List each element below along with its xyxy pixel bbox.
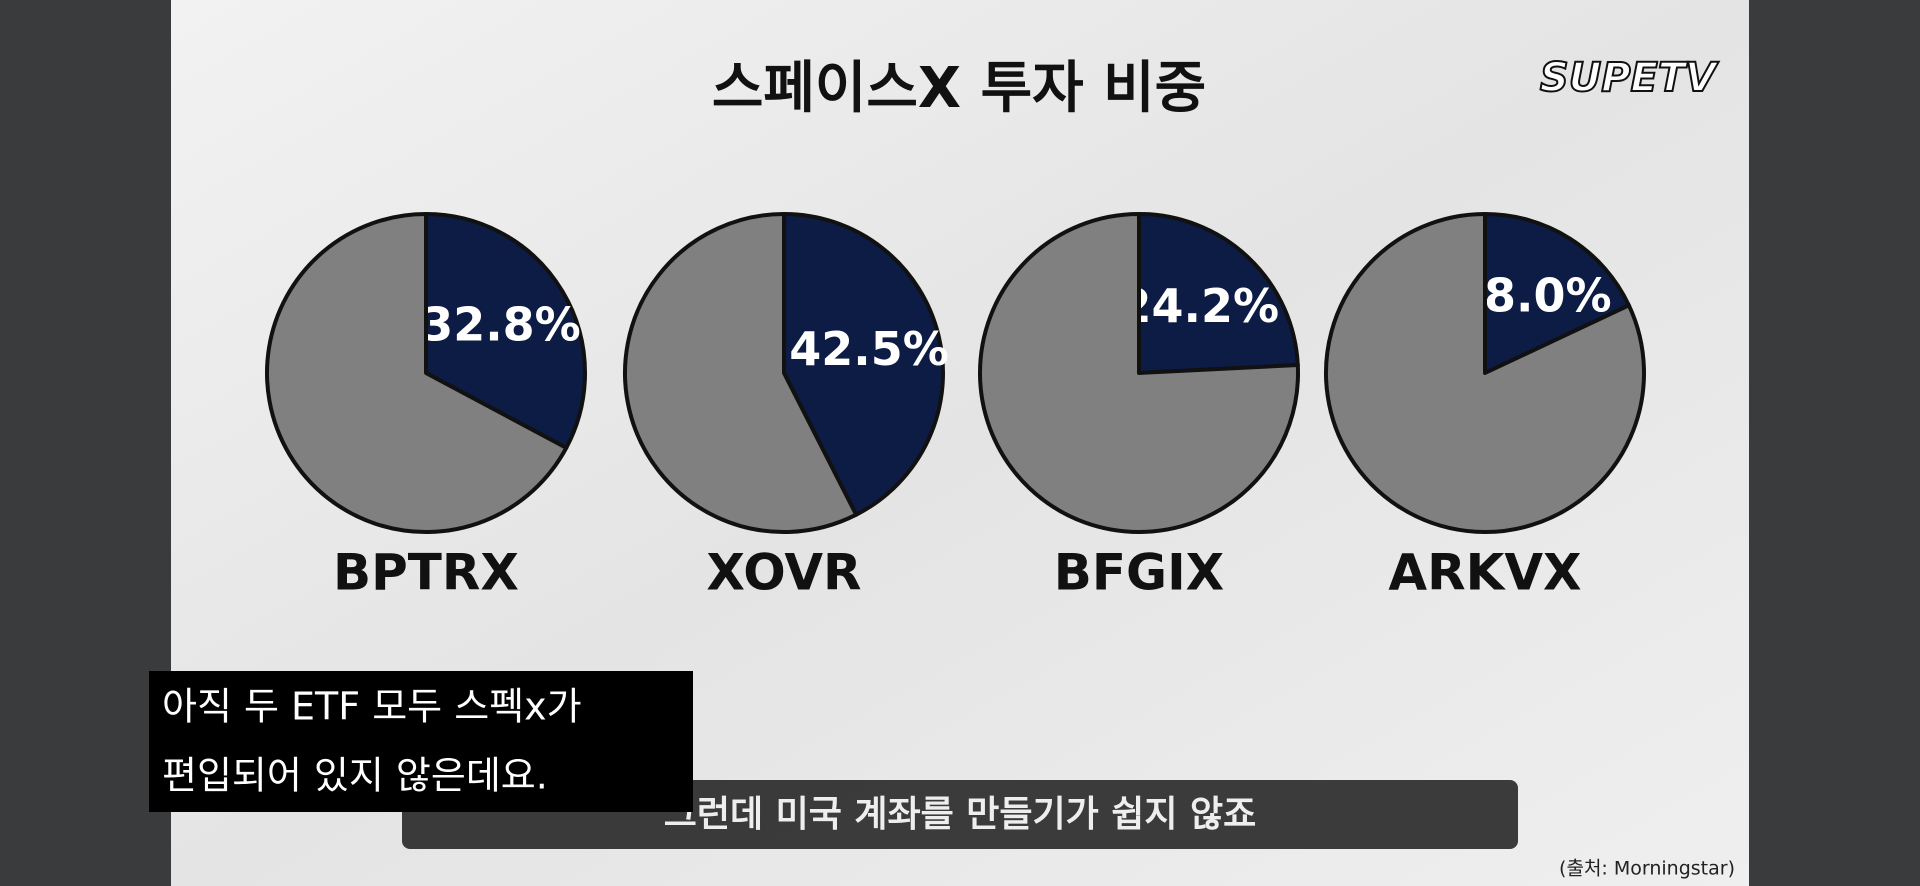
- pie-slice: [265, 212, 569, 534]
- logo: SUPETV: [1540, 55, 1719, 101]
- caption-text: 그런데 미국 계좌를 만들기가 쉽지 않죠: [664, 794, 1257, 835]
- pie-slice: [1137, 212, 1300, 375]
- pie-slice: [1483, 212, 1631, 375]
- pie-slice: [623, 212, 859, 534]
- pie-slice: [1324, 212, 1646, 534]
- pie-title: XOVR: [706, 544, 861, 602]
- caption-line: 아직 두 ETF 모두 스펙x가: [162, 685, 582, 729]
- pie-slice: [782, 212, 945, 517]
- pie-title: ARKVX: [1388, 544, 1581, 602]
- pie-title: BPTRX: [333, 544, 519, 602]
- pie-title: BFGIX: [1054, 544, 1224, 602]
- source-note: (출처: Morningstar): [1559, 858, 1735, 880]
- slice-label: 24.2%: [1119, 279, 1279, 333]
- caption-line: 편입되어 있지 않은데요.: [162, 754, 548, 798]
- slice-label: 42.5%: [789, 322, 949, 376]
- pie-slice: [978, 212, 1300, 534]
- pie-slice: [424, 212, 587, 450]
- slice-label: 32.8%: [421, 298, 581, 352]
- slide-title: 스페이스X 투자 비중: [712, 56, 1206, 121]
- caption-box: [149, 671, 693, 812]
